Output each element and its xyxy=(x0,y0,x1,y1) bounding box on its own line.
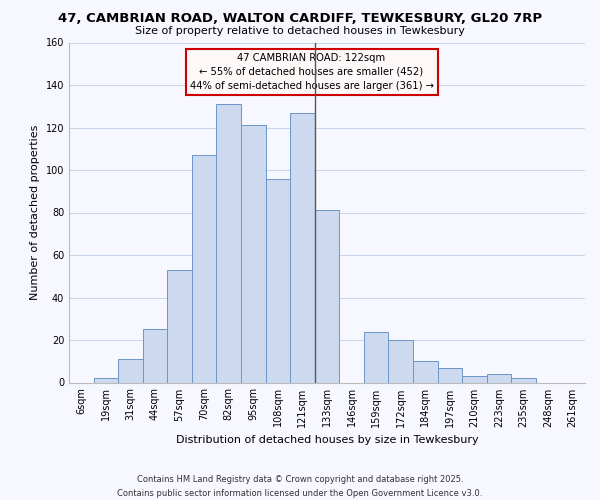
Bar xyxy=(511,378,536,382)
Bar xyxy=(437,368,462,382)
Bar xyxy=(167,270,192,382)
Text: 47, CAMBRIAN ROAD, WALTON CARDIFF, TEWKESBURY, GL20 7RP: 47, CAMBRIAN ROAD, WALTON CARDIFF, TEWKE… xyxy=(58,12,542,24)
Bar xyxy=(487,374,511,382)
Y-axis label: Number of detached properties: Number of detached properties xyxy=(30,125,40,300)
Bar xyxy=(388,340,413,382)
Bar xyxy=(143,330,167,382)
Bar xyxy=(364,332,388,382)
Bar xyxy=(217,104,241,382)
Bar xyxy=(315,210,339,382)
Bar xyxy=(266,178,290,382)
Text: Contains HM Land Registry data © Crown copyright and database right 2025.
Contai: Contains HM Land Registry data © Crown c… xyxy=(118,476,482,498)
Bar xyxy=(118,359,143,382)
Bar xyxy=(290,112,315,382)
Bar xyxy=(413,361,437,382)
Bar xyxy=(241,126,266,382)
Text: 47 CAMBRIAN ROAD: 122sqm
← 55% of detached houses are smaller (452)
44% of semi-: 47 CAMBRIAN ROAD: 122sqm ← 55% of detach… xyxy=(190,52,434,90)
Bar xyxy=(192,155,217,382)
X-axis label: Distribution of detached houses by size in Tewkesbury: Distribution of detached houses by size … xyxy=(176,435,478,445)
Text: Size of property relative to detached houses in Tewkesbury: Size of property relative to detached ho… xyxy=(135,26,465,36)
Bar xyxy=(94,378,118,382)
Bar xyxy=(462,376,487,382)
